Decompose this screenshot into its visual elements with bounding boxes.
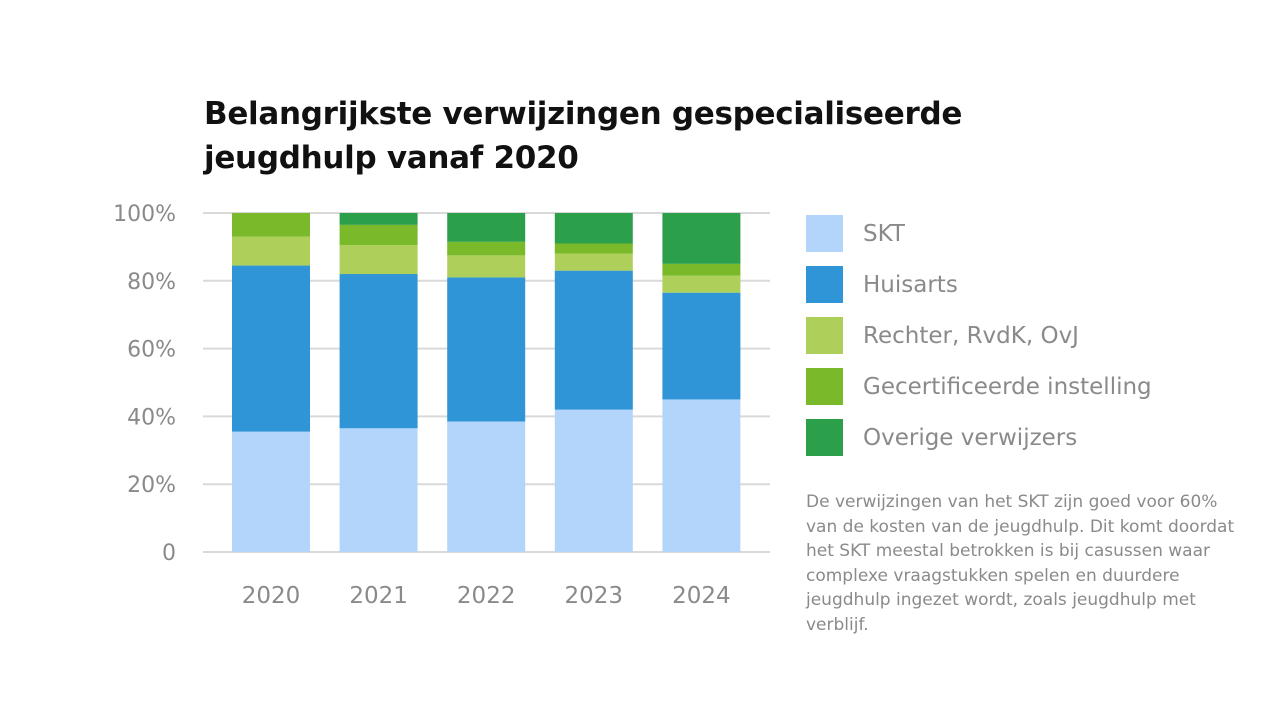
- bar-segment: [447, 421, 526, 552]
- bar-segment: [447, 255, 526, 278]
- bar-segment: [662, 275, 741, 293]
- chart-title-line-2: jeugdhulp vanaf 2020: [204, 140, 579, 176]
- x-tick-label: 2024: [672, 583, 731, 609]
- bar-segment: [662, 399, 741, 552]
- legend: SKT Huisarts Rechter, RvdK, OvJ Gecertifice…: [806, 208, 1152, 463]
- legend-swatch: [806, 266, 843, 303]
- chart-title: Belangrijkste verwijzingen gespecialisee…: [204, 92, 1064, 180]
- chart-title-line-1: Belangrijkste verwijzingen gespecialisee…: [204, 96, 963, 132]
- legend-item: Gecertificeerde instelling: [806, 361, 1152, 412]
- bar-segment: [662, 263, 741, 276]
- x-tick-label: 2021: [349, 583, 408, 609]
- bars: [232, 213, 741, 552]
- legend-item: Rechter, RvdK, OvJ: [806, 310, 1152, 361]
- bar-segment: [232, 236, 310, 266]
- bar-segment: [662, 292, 741, 400]
- legend-swatch: [806, 419, 843, 456]
- bar-segment: [232, 431, 310, 552]
- legend-item: SKT: [806, 208, 1152, 259]
- explanatory-note: De verwijzingen van het SKT zijn goed vo…: [806, 492, 1235, 635]
- x-axis-ticks: 2020 2021 2022 2023 2024: [242, 583, 731, 609]
- y-tick-label: 0: [162, 541, 176, 566]
- legend-label: Overige verwijzers: [863, 424, 1078, 451]
- bar-segment: [339, 274, 418, 429]
- legend-item: Overige verwijzers: [806, 412, 1152, 463]
- legend-label: Huisarts: [863, 271, 958, 298]
- bar-segment: [554, 270, 633, 410]
- legend-label: SKT: [863, 220, 905, 247]
- bar-segment: [447, 241, 526, 256]
- y-tick-label: 40%: [127, 405, 176, 430]
- y-tick-label: 100%: [113, 202, 176, 227]
- bar-segment: [554, 409, 633, 552]
- legend-label: Gecertificeerde instelling: [863, 373, 1152, 400]
- bar-segment: [339, 213, 418, 225]
- legend-label: Rechter, RvdK, OvJ: [863, 322, 1079, 349]
- bar-segment: [554, 253, 633, 271]
- bar-segment: [554, 213, 633, 244]
- x-tick-label: 2020: [242, 583, 301, 609]
- bar-segment: [339, 245, 418, 275]
- bar-segment: [662, 213, 741, 264]
- y-tick-label: 80%: [127, 270, 176, 295]
- bar-segment: [339, 428, 418, 552]
- bar-segment: [232, 265, 310, 432]
- bar-segment: [232, 213, 310, 237]
- y-axis-ticks: 0 20% 40% 60% 80% 100%: [113, 202, 176, 566]
- y-tick-label: 60%: [127, 338, 176, 363]
- x-tick-label: 2023: [565, 583, 624, 609]
- legend-swatch: [806, 317, 843, 354]
- bar-segment: [339, 224, 418, 246]
- x-tick-label: 2022: [457, 583, 516, 609]
- y-tick-label: 20%: [127, 473, 176, 498]
- bar-segment: [447, 277, 526, 422]
- legend-swatch: [806, 215, 843, 252]
- bar-segment: [554, 243, 633, 254]
- bar-segment: [447, 213, 526, 242]
- legend-item: Huisarts: [806, 259, 1152, 310]
- legend-swatch: [806, 368, 843, 405]
